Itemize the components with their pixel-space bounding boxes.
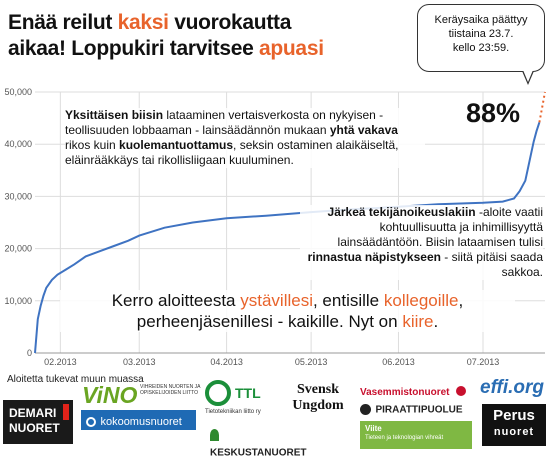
cta-text: , entisille [312, 291, 384, 310]
logo-text: PIRAATTIPUOLUE [375, 404, 463, 416]
logo-text: Ungdom [292, 398, 344, 413]
logo-subtext: Tieteen ja teknologian vihreät [365, 435, 444, 441]
ttl-logo: TTL Tietotekniikan liitto ry [205, 380, 275, 418]
y-tick-label: 20,000 [4, 244, 32, 254]
effi-logo: effi.org [480, 377, 548, 401]
demari-nuoret-logo: DEMARI NUORET [3, 400, 73, 444]
x-tick-label: 04.2013 [210, 357, 243, 367]
deadline-bubble: Keräysaika päättyy tiistaina 23.7. kello… [417, 4, 545, 72]
bubble-tail-inner [523, 70, 533, 82]
projection-line [538, 91, 546, 123]
note-text: -aloite vaatii kohtuullisuutta ja inhimi… [337, 205, 543, 249]
cta-highlight: ystävillesi [240, 291, 313, 310]
headline-text: aikaa! Loppukiri tarvitsee [8, 37, 259, 60]
logo-text: Perus [493, 407, 535, 424]
headline-text: Enää reilut [8, 11, 118, 34]
note-bold: Yksittäisen biisin [65, 108, 164, 122]
logo-text: ViNO [82, 382, 138, 408]
cta-text: . [433, 312, 439, 331]
cta-highlight: kollegoille [383, 291, 459, 310]
logo-subtext: Tietotekniikan liitto ry [205, 409, 261, 415]
perussuomalaiset-nuoret-logo: Perus nuoret [482, 404, 546, 446]
deadline-line: kello 23:59. [452, 42, 510, 54]
logo-mark [86, 416, 96, 427]
piraattipuolue-logo: PIRAATTIPUOLUE [360, 401, 470, 417]
signature-line [34, 121, 541, 354]
note-text: lataaminen vertaisverkosta on nykyisen -… [65, 108, 384, 137]
note-bold: kuolemantuottamus [119, 138, 234, 152]
cta-highlight: kiire [402, 312, 434, 331]
logo-text: kokoomusnuoret [100, 415, 182, 428]
logo-text: Vasemmistonuoret [360, 387, 450, 398]
x-tick-label: 07.2013 [467, 357, 500, 367]
x-tick-label: 05.2013 [295, 357, 328, 367]
logo-text: Viite [365, 424, 382, 433]
x-tick-label: 02.2013 [44, 357, 77, 367]
y-tick-label: 50,000 [4, 87, 32, 97]
note-text: - siitä pitäisi saada sakkoa. [440, 250, 543, 279]
logo-mark [455, 385, 466, 396]
cta-text: , perheenjäsenillesi - kaikille. Nyt on [136, 291, 464, 331]
y-tick-label: 30,000 [4, 191, 32, 201]
note-bold: yhtä vakava [329, 123, 398, 137]
progress-percent: 88% [466, 98, 521, 128]
logo-text: Svensk [296, 382, 340, 397]
logo-text: NUORET [9, 421, 60, 435]
note-bold: rinnastua näpistykseen [307, 250, 441, 264]
initiative-note: Järkeä tekijänoikeuslakiin -aloite vaati… [300, 205, 543, 280]
x-axis: 02.2013 03.2013 04.2013 05.2013 06.2013 07.20… [35, 352, 545, 367]
x-tick-label: 06.2013 [382, 357, 415, 367]
keskustanuoret-logo: KESKUSTANUORET [210, 426, 306, 458]
deadline-line: tiistaina 23.7. [448, 28, 514, 40]
logo-mark [63, 404, 69, 420]
vasemmistonuoret-logo: Vasemmistonuoret [360, 382, 470, 398]
y-tick-label: 40,000 [4, 139, 32, 149]
svensk-ungdom-logo: Svensk Ungdom [285, 382, 351, 418]
logo-text: KESKUSTANUORET [210, 447, 307, 459]
headline: Enää reilut kaksi vuorokautta aikaa! Lop… [8, 10, 408, 62]
viite-logo: Viite Tieteen ja teknologian vihreät [360, 421, 472, 449]
y-tick-label: 0 [27, 348, 32, 358]
y-axis: 0 10,000 20,000 30,000 40,000 50,000 [4, 87, 32, 358]
logo-subtext: VIHREIDEN NUORTEN JA OPISKELIJOIDEN LIIT… [140, 384, 201, 396]
headline-highlight: kaksi [117, 11, 169, 34]
logo-text: TTL [235, 385, 261, 401]
note-bold: Järkeä tekijänoikeuslakiin [327, 205, 476, 219]
logo-text: effi.org [480, 377, 545, 398]
kokoomusnuoret-logo: kokoomusnuoret [81, 410, 196, 430]
deadline-line: Keräysaika päättyy [434, 14, 528, 26]
logo-text: DEMARI [9, 406, 57, 420]
logo-text: nuoret [493, 426, 535, 438]
law-note: Yksittäisen biisin lataaminen vertaisver… [65, 108, 425, 168]
note-text: , seksin ostaminen alaikäiseltä, eläinrä… [65, 138, 399, 167]
call-to-action: Kerro aloitteesta ystävillesi, entisille… [60, 290, 515, 332]
note-text: rikos kuin [65, 138, 120, 152]
cta-text: Kerro aloitteesta [111, 291, 241, 310]
vino-logo: ViNO VIHREIDEN NUORTEN JA OPISKELIJOIDEN… [82, 382, 200, 408]
logo-mark [360, 404, 371, 416]
supporters-label: Aloitetta tukevat muun muassa [7, 374, 144, 385]
headline-highlight: apuasi [259, 37, 324, 60]
x-tick-label: 03.2013 [123, 357, 156, 367]
logo-mark [210, 428, 219, 441]
logo-mark [205, 380, 231, 406]
headline-text: vuorokautta [168, 11, 292, 34]
y-tick-label: 10,000 [4, 296, 32, 306]
